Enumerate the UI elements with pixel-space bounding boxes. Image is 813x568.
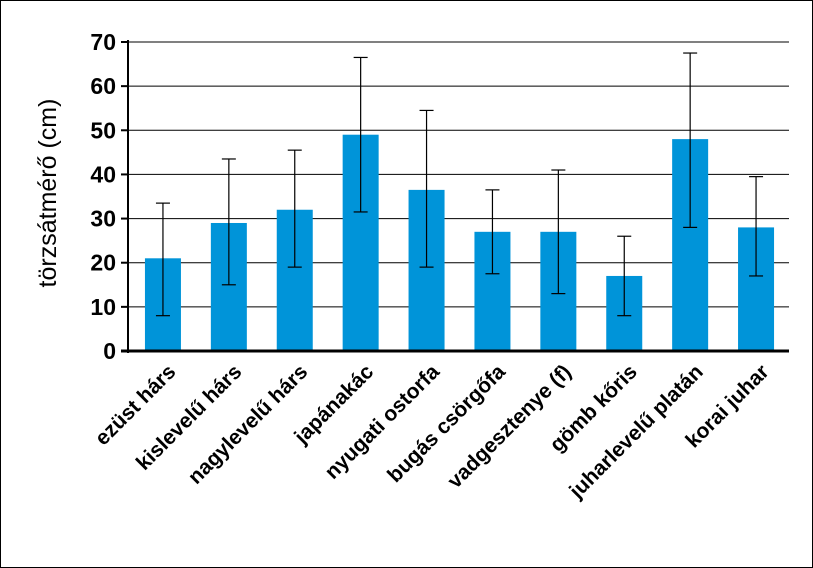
category-label: vadgesztenye (f) — [443, 360, 576, 493]
y-tick-label: 60 — [90, 73, 116, 99]
y-tick-label: 40 — [90, 161, 116, 187]
y-tick-label: 30 — [90, 206, 116, 232]
y-tick-label: 50 — [90, 117, 116, 143]
y-tick-label: 10 — [90, 294, 116, 320]
y-tick-label: 20 — [90, 250, 116, 276]
y-tick-label: 0 — [103, 338, 116, 364]
category-label: nyugati ostorfa — [321, 360, 445, 484]
y-axis-label: törzsátmérő (cm) — [34, 99, 62, 288]
y-tick-labels: 0 10 20 30 40 50 60 70 — [90, 29, 128, 364]
bars — [144, 134, 775, 351]
category-label: nagylevelű hárs — [184, 360, 313, 489]
axes — [121, 40, 789, 353]
error-bars — [155, 52, 764, 317]
category-label: bugás csörgőfa — [383, 360, 510, 487]
y-tick-label: 70 — [90, 29, 116, 55]
